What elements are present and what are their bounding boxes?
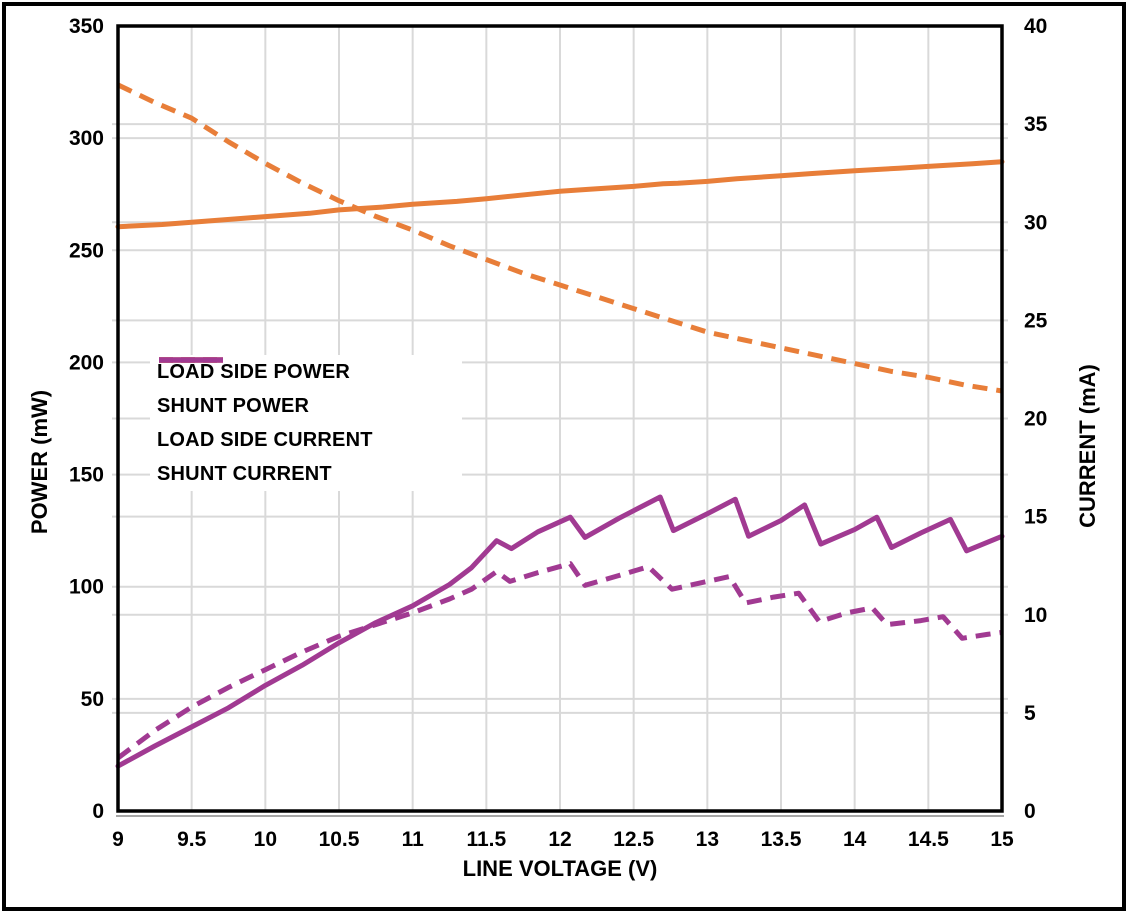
- y-axis-title-left: POWER (mW): [27, 389, 52, 535]
- legend-label: LOAD SIDE CURRENT: [157, 428, 373, 451]
- legend-label: SHUNT POWER: [157, 394, 310, 417]
- x-tick-label: 12.5: [613, 828, 654, 851]
- y-left-tick-label: 200: [69, 351, 104, 374]
- legend-label: LOAD SIDE POWER: [157, 360, 351, 383]
- legend: LOAD SIDE POWER SHUNT POWER LOAD SIDE CURR…: [150, 355, 462, 491]
- y-left-tick-label: 100: [69, 576, 104, 599]
- legend-item-load-side-current: LOAD SIDE CURRENT: [150, 357, 462, 456]
- x-tick-label: 13.5: [761, 828, 802, 851]
- series-load-side-power: [115, 159, 1005, 230]
- x-tick-label: 10: [254, 828, 277, 851]
- y-right-tick-label: 5: [1024, 702, 1036, 725]
- y-right-tick-label: 40: [1024, 15, 1047, 38]
- y-right-tick-label: 0: [1024, 800, 1036, 823]
- y-left-tick-label: 300: [69, 127, 104, 150]
- x-tick-label: 10.5: [319, 828, 360, 851]
- x-tick-label: 9: [112, 828, 124, 851]
- series-shunt-power: [115, 494, 1005, 769]
- y-left-tick-label: 350: [69, 15, 104, 38]
- x-tick-label: 12: [548, 828, 571, 851]
- x-axis-title: LINE VOLTAGE (V): [462, 856, 658, 881]
- x-tick-label: 14.5: [908, 828, 949, 851]
- x-tick-label: 11.5: [466, 828, 506, 851]
- legend-item-shunt-current: SHUNT CURRENT: [150, 357, 462, 490]
- x-tick-label: 15: [990, 828, 1014, 851]
- y-left-tick-label: 50: [81, 688, 104, 711]
- legend-label: SHUNT CURRENT: [157, 462, 332, 485]
- y-right-tick-label: 10: [1024, 604, 1047, 627]
- x-tick-label: 14: [843, 828, 867, 851]
- x-tick-label: 11: [402, 828, 425, 851]
- y-right-tick-label: 25: [1024, 309, 1048, 332]
- legend-dashed-line-swatch: [159, 357, 223, 363]
- y-right-tick-label: 30: [1024, 211, 1047, 234]
- plot-border: [116, 24, 1004, 813]
- y-right-tick-label: 20: [1024, 408, 1047, 431]
- y-right-tick-label: 15: [1024, 506, 1048, 529]
- x-tick-label: 9.5: [177, 828, 207, 851]
- y-left-tick-label: 0: [92, 800, 104, 823]
- y-left-tick-label: 150: [69, 464, 104, 487]
- legend-item-shunt-power: SHUNT POWER: [150, 357, 462, 422]
- y-left-tick-label: 250: [69, 239, 104, 262]
- y-right-tick-label: 35: [1024, 113, 1048, 136]
- x-tick-label: 13: [696, 828, 719, 851]
- series-shunt-current: [116, 561, 1003, 761]
- series-load-side-current: [116, 82, 1003, 394]
- y-axis-title-right: CURRENT (mA): [1075, 364, 1100, 528]
